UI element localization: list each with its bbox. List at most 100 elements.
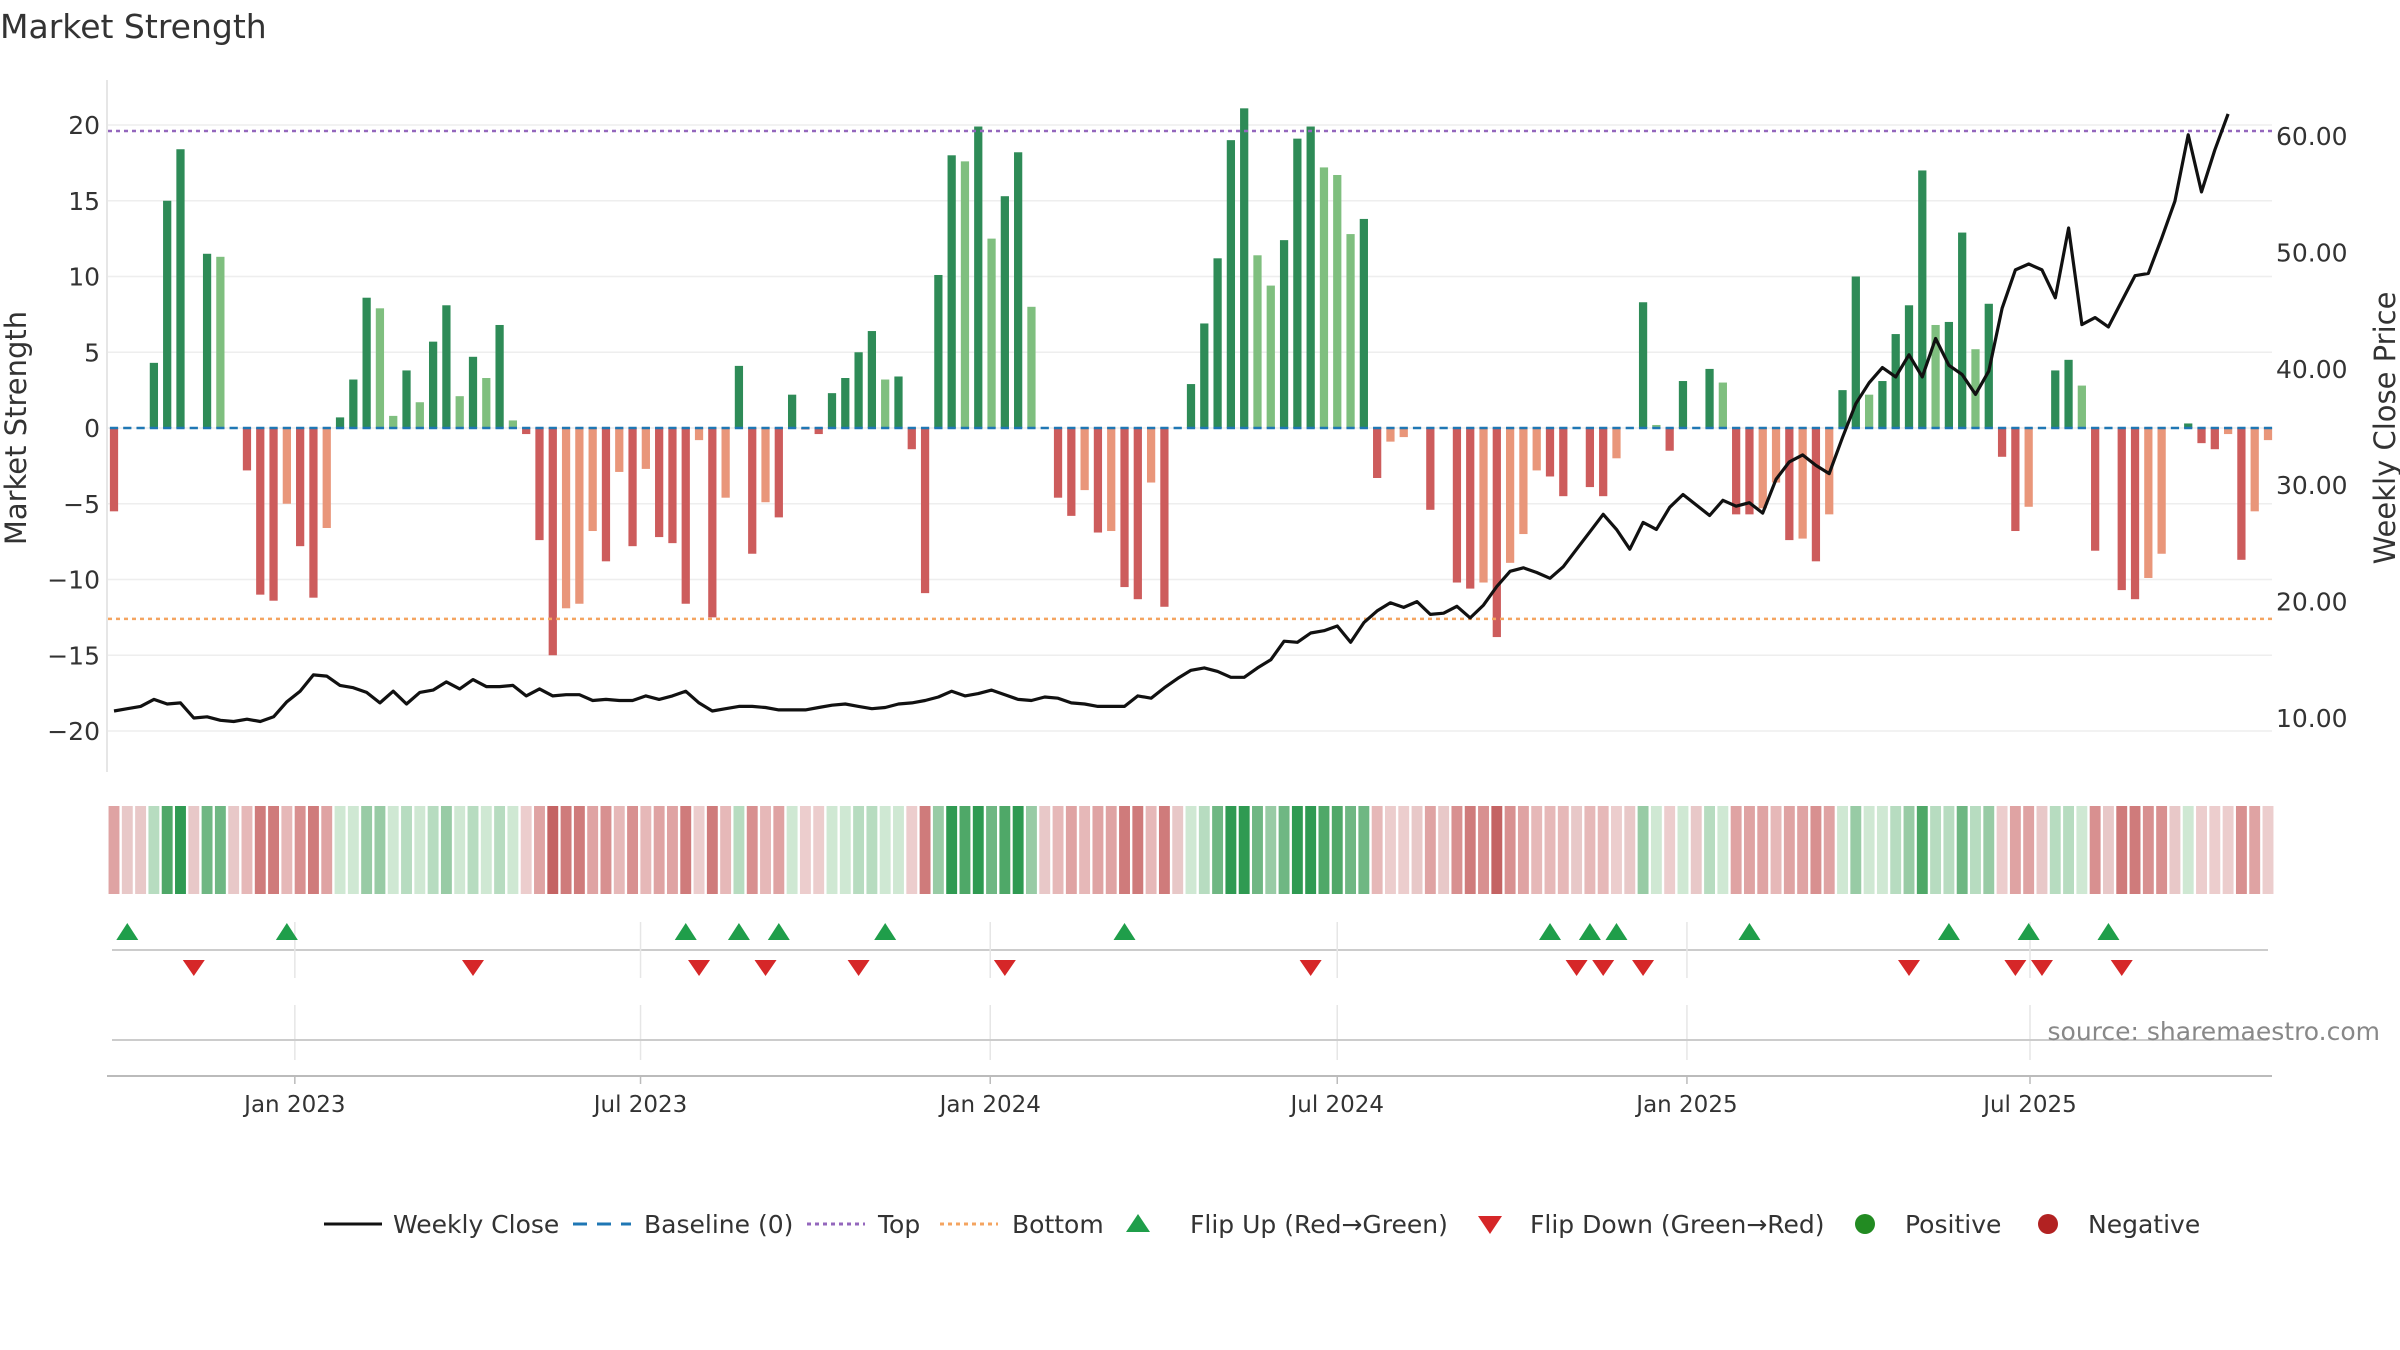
strength-bar: [615, 428, 624, 472]
strength-bar: [1745, 428, 1754, 515]
strength-bar: [535, 428, 544, 541]
heat-cell: [2235, 806, 2247, 894]
heat-cell: [175, 806, 186, 894]
legend: Weekly Close Baseline (0) Top Bottom Fli…: [324, 1210, 2200, 1239]
heat-cell: [932, 806, 944, 894]
heat-cell: [1916, 806, 1928, 894]
heat-cell: [706, 806, 718, 894]
heat-cell: [374, 806, 386, 894]
strength-bar: [1918, 170, 1927, 428]
heat-cell: [307, 806, 319, 894]
strength-bar: [1798, 428, 1807, 539]
heat-cell: [1983, 806, 1995, 894]
strength-bar: [375, 308, 385, 428]
flip-markers: [116, 923, 2133, 976]
heat-cell: [600, 806, 612, 894]
flip-up-marker: [1937, 923, 1960, 940]
heat-cell: [281, 806, 293, 894]
flip-down-marker: [1299, 960, 1322, 976]
heat-cell: [2023, 806, 2035, 894]
heat-cell: [1119, 806, 1130, 894]
heat-cell: [1903, 806, 1915, 894]
heat-cell: [786, 806, 798, 894]
heat-cell: [414, 806, 426, 894]
heat-cell: [161, 806, 173, 894]
x-tick-label: Jul 2023: [592, 1092, 688, 1118]
strength-heat-strip: [108, 806, 2274, 894]
heat-cell: [1943, 806, 1955, 894]
heat-cell: [1238, 806, 1250, 894]
strength-bar: [774, 428, 783, 518]
heat-cell: [2076, 806, 2088, 894]
strength-bar: [2011, 428, 2020, 532]
strength-bar: [1559, 428, 1568, 497]
strength-bar: [987, 238, 996, 428]
y2-tick-label: 40.00: [2276, 355, 2348, 384]
strength-bar: [1266, 285, 1275, 428]
heat-cell: [148, 806, 160, 894]
flip-down-marker: [1632, 960, 1655, 976]
heat-cell: [1039, 806, 1051, 894]
heat-cell: [2196, 806, 2207, 894]
flip-up-marker: [1113, 923, 1136, 940]
heat-cell: [534, 806, 545, 894]
strength-bar: [1519, 428, 1528, 535]
strength-bar: [1705, 368, 1714, 428]
strength-bar: [601, 428, 611, 562]
heat-cell: [1837, 806, 1848, 894]
heat-cell: [228, 806, 240, 894]
heat-cell: [2249, 806, 2261, 894]
legend-top: Top: [877, 1210, 920, 1239]
y2-tick-labels: 60.00 50.00 40.00 30.00 20.00 10.00: [2276, 122, 2348, 733]
y-tick-label: 5: [84, 338, 100, 367]
strength-bar: [1771, 428, 1781, 483]
flip-up-marker: [1539, 923, 1561, 940]
strength-bar: [1426, 428, 1435, 510]
strength-bar: [1599, 428, 1608, 497]
heat-cell: [108, 806, 120, 894]
strength-bar: [109, 428, 119, 512]
strength-bar: [522, 428, 531, 435]
strength-bar: [1638, 302, 1648, 428]
strength-bar: [934, 274, 943, 428]
y-tick-label: 0: [84, 414, 100, 443]
strength-bar: [242, 428, 252, 471]
heat-cell: [1145, 806, 1157, 894]
heat-cell: [2209, 806, 2221, 894]
y-tick-label: −15: [47, 641, 100, 670]
heat-cell: [547, 806, 559, 894]
heat-cell: [1850, 806, 1862, 894]
heat-cell: [1557, 806, 1569, 894]
heat-cell: [1371, 806, 1383, 894]
heat-cell: [1930, 806, 1942, 894]
heat-cell: [2169, 806, 2181, 894]
heat-cell: [1198, 806, 1210, 894]
x-tick-label: Jan 2025: [1634, 1092, 1737, 1118]
heat-cell: [1797, 806, 1809, 894]
strength-bar: [2077, 385, 2086, 428]
heat-cell: [1664, 806, 1676, 894]
flip-up-marker: [1578, 923, 1601, 940]
strength-bar: [1997, 428, 2007, 457]
strength-bar: [1785, 428, 1794, 541]
strength-bar: [814, 428, 823, 435]
heat-cell: [1677, 806, 1689, 894]
flip-down-marker: [2030, 960, 2053, 976]
flip-up-marker: [1605, 923, 1628, 940]
strength-bar: [827, 393, 837, 428]
legend-weekly-close: Weekly Close: [393, 1210, 559, 1239]
heat-cell: [879, 806, 891, 894]
flip-up-marker: [1738, 923, 1761, 940]
strength-bar: [1466, 428, 1475, 589]
strength-bar: [841, 378, 850, 428]
strength-bar: [2210, 428, 2219, 450]
flip-up-marker: [767, 923, 790, 940]
flip-up-marker: [275, 923, 298, 940]
heat-cell: [2262, 806, 2274, 894]
flip-panel-grid: [112, 922, 2268, 1060]
heat-cell: [1158, 806, 1170, 894]
heat-cell: [347, 806, 359, 894]
flip-down-marker: [2004, 960, 2027, 976]
heat-cell: [640, 806, 652, 894]
strength-bar: [1000, 196, 1009, 428]
